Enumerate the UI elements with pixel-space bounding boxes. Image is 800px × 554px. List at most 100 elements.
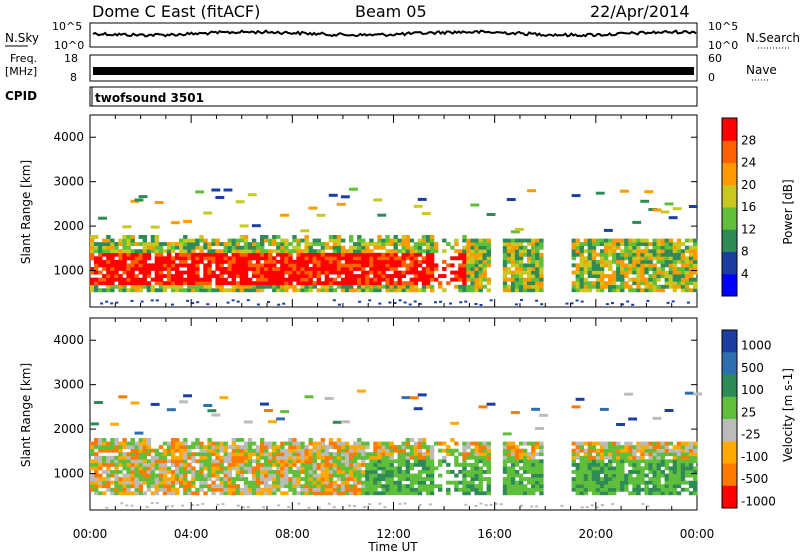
power-cell <box>158 245 164 250</box>
velocity-colorbar-label: Velocity [m s-1] <box>781 368 795 462</box>
velocity-cell <box>179 459 184 464</box>
power-cell <box>211 259 216 264</box>
velocity-cell <box>165 505 169 508</box>
power-cell <box>349 281 354 286</box>
velocity-cell <box>664 409 674 412</box>
velocity-cell <box>385 477 390 481</box>
velocity-cell <box>162 491 168 496</box>
power-cell <box>389 259 394 264</box>
velocity-cell <box>429 484 435 489</box>
velocity-cell <box>215 459 220 464</box>
velocity-cell <box>636 477 641 481</box>
velocity-cell <box>308 470 313 474</box>
velocity-cell <box>361 480 366 485</box>
power-cell <box>272 235 277 239</box>
power-cell <box>94 249 99 254</box>
velocity-cell <box>90 480 95 485</box>
power-cell <box>518 263 524 268</box>
power-cell <box>608 242 613 246</box>
velocity-cell <box>693 466 698 471</box>
power-cell <box>518 270 524 275</box>
velocity-cell <box>478 445 483 449</box>
velocity-cell <box>676 441 682 446</box>
power-cell <box>316 252 321 257</box>
velocity-cell <box>118 441 123 446</box>
velocity-cell <box>668 477 674 481</box>
velocity-cell <box>478 480 483 485</box>
power-cell <box>276 267 281 271</box>
velocity-cell <box>146 445 152 449</box>
velocity-cell <box>344 466 350 471</box>
power-cell <box>106 270 111 275</box>
power-cell <box>316 256 321 261</box>
power-cell <box>146 288 152 293</box>
power-cell <box>442 288 447 293</box>
power-cell <box>122 267 127 271</box>
power-cell <box>260 235 265 239</box>
power-cell <box>203 263 208 268</box>
power-cell <box>421 212 431 216</box>
power-cell <box>268 242 273 246</box>
power-cell <box>458 270 463 275</box>
velocity-cell <box>523 484 528 489</box>
power-cell <box>535 284 540 289</box>
power-cell <box>660 288 665 293</box>
power-cell <box>357 267 362 271</box>
velocity-cell <box>260 455 265 460</box>
power-cell <box>656 256 661 261</box>
velocity-cell <box>413 445 419 449</box>
velocity-cell <box>288 470 293 474</box>
power-cell <box>470 252 475 257</box>
power-cell <box>134 252 139 257</box>
velocity-cell <box>514 445 520 449</box>
velocity-cell <box>510 445 516 449</box>
power-cell <box>458 274 463 278</box>
power-cell <box>474 252 479 257</box>
velocity-cell <box>288 462 293 467</box>
velocity-cell <box>154 480 160 485</box>
velocity-cell <box>628 477 633 481</box>
power-cell <box>332 235 338 239</box>
velocity-cell <box>284 466 289 471</box>
power-cell <box>122 256 127 261</box>
power-cell <box>377 259 382 264</box>
power-cell <box>130 299 134 302</box>
power-cell <box>523 245 528 250</box>
velocity-cell <box>595 441 601 446</box>
power-cell <box>429 270 435 275</box>
velocity-cell <box>251 477 257 481</box>
velocity-cell <box>235 462 241 467</box>
velocity-cell <box>514 484 520 489</box>
velocity-cell <box>377 441 382 446</box>
power-cell <box>648 252 653 257</box>
velocity-cell <box>162 484 168 489</box>
power-cell <box>272 259 277 264</box>
power-cell <box>122 252 127 257</box>
power-cell <box>187 284 192 289</box>
velocity-cell <box>620 455 625 460</box>
velocity-cell <box>644 466 649 471</box>
velocity-cell <box>219 487 224 492</box>
velocity-cell <box>389 466 394 471</box>
velocity-cell <box>142 441 147 446</box>
velocity-cell <box>118 452 123 457</box>
power-cell <box>693 242 698 246</box>
freq-nave-trace <box>93 67 694 75</box>
velocity-cell <box>349 484 354 489</box>
power-cell <box>336 252 342 257</box>
power-cell <box>608 245 613 250</box>
power-cell <box>535 288 540 293</box>
power-cell <box>369 256 374 261</box>
velocity-cell <box>142 491 147 496</box>
power-cell <box>280 238 285 243</box>
power-cell <box>660 252 665 257</box>
velocity-cell <box>102 448 107 453</box>
velocity-cell <box>296 473 301 478</box>
power-cell <box>680 281 686 286</box>
velocity-cell <box>656 480 661 485</box>
velocity-cell <box>223 466 228 471</box>
velocity-cell <box>231 459 236 464</box>
velocity-cell <box>260 438 265 442</box>
power-cell <box>520 299 523 301</box>
velocity-cell <box>158 480 164 485</box>
